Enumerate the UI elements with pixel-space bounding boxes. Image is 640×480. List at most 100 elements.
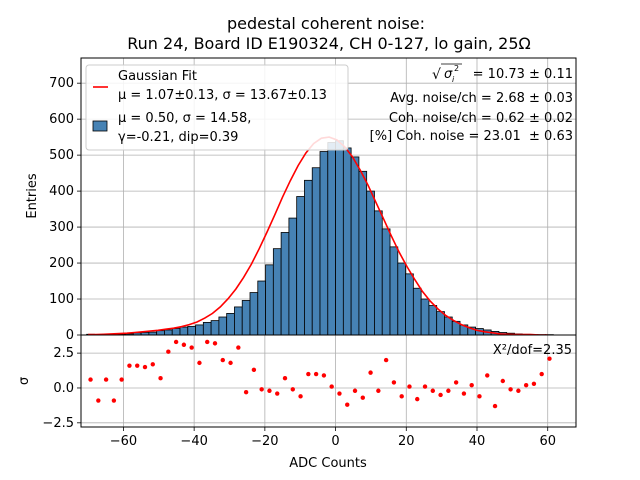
- residual-point: [306, 371, 311, 377]
- histogram-bar: [171, 328, 181, 336]
- residual-point: [407, 384, 412, 389]
- histogram-bar: [436, 311, 445, 336]
- residual-point: [485, 373, 490, 378]
- residual-point: [539, 371, 544, 377]
- legend: Gaussian Fit μ = 1.07±0.13, σ = 13.67±0.…: [85, 64, 349, 151]
- histogram-bar: [304, 179, 313, 336]
- histogram-bar: [280, 232, 290, 336]
- histogram-bar: [412, 287, 422, 336]
- histogram-bar: [374, 210, 383, 336]
- residual-point: [360, 395, 365, 400]
- legend-fit-label: Gaussian Fit: [118, 69, 197, 84]
- residual-point: [461, 391, 467, 396]
- residual-point: [88, 377, 93, 382]
- residual-point: [142, 364, 148, 370]
- histogram-y-tick-label: 200: [49, 256, 74, 271]
- residual-point: [103, 377, 109, 382]
- histogram-y-tick-label: 700: [49, 76, 74, 91]
- residual-frame: [80, 334, 577, 428]
- residual-plot-area: [81, 335, 576, 427]
- sigma-superscript: 2: [454, 64, 459, 73]
- histogram-bar: [335, 140, 344, 336]
- histogram-bar: [319, 151, 329, 336]
- residual-point: [453, 380, 459, 385]
- residual-point: [275, 391, 280, 396]
- residual-grid: [81, 335, 576, 427]
- histogram-bar: [381, 228, 391, 336]
- residual-point: [430, 388, 436, 393]
- histogram-bar: [405, 273, 414, 336]
- residual-point: [197, 360, 202, 366]
- residual-point: [150, 362, 155, 367]
- legend-box: [85, 64, 349, 151]
- histogram-y-tick-label: 500: [49, 148, 74, 163]
- sigma-symbol: σ: [444, 67, 453, 82]
- histogram-bar: [311, 167, 321, 336]
- residual-point: [181, 342, 187, 347]
- sigma-sum-value: = 10.73 ± 0.11: [469, 67, 573, 82]
- residual-point: [383, 357, 389, 363]
- residual-point: [158, 376, 163, 381]
- histogram-bar: [397, 262, 406, 336]
- residual-point: [516, 388, 521, 393]
- legend-histogram-shape: γ=-0.21, dip=0.39: [118, 130, 238, 145]
- residual-point: [415, 396, 420, 402]
- residual-point: [469, 382, 474, 388]
- histogram-y-tick-label: 100: [49, 292, 74, 307]
- histogram-bar: [350, 156, 360, 336]
- noise-annotations: √ σ i 2 = 10.73 ± 0.11 Avg. noise/ch = 2…: [370, 63, 573, 144]
- histogram-panel: 0 100 200 300 400 500 600 700 Entries Gaussian …: [25, 57, 577, 343]
- residual-x-tick-label: 60: [539, 434, 556, 449]
- residual-x-tick-label: −60: [110, 434, 137, 449]
- residual-point: [399, 394, 404, 399]
- residual-x-tick-label: −40: [180, 434, 207, 449]
- residual-point: [438, 392, 443, 398]
- residual-point: [205, 339, 210, 345]
- residual-point: [477, 394, 482, 399]
- histogram-bar: [234, 306, 243, 336]
- residual-y-tick-label: 2.5: [53, 346, 74, 361]
- residual-point: [111, 398, 117, 403]
- histogram-bar: [179, 326, 189, 336]
- residual-x-tick-label: −20: [251, 434, 278, 449]
- annotation-sigma-sum: √ σ i 2 = 10.73 ± 0.11: [432, 63, 573, 84]
- avg-noise-per-channel: Avg. noise/ch = 2.68 ± 0.03: [390, 91, 573, 106]
- histogram-bar: [164, 329, 173, 336]
- residual-point: [547, 356, 552, 361]
- coherent-noise-per-channel: Coh. noise/ch = 0.62 ± 0.02: [389, 111, 573, 126]
- residual-point: [422, 384, 428, 389]
- histogram-bar: [257, 280, 266, 336]
- histogram-bar: [420, 298, 430, 336]
- x-axis-label-adc-counts: ADC Counts: [289, 456, 367, 471]
- residual-point: [251, 367, 257, 373]
- histogram-bar: [210, 320, 220, 336]
- residual-points: [88, 339, 552, 409]
- residual-point: [352, 388, 358, 393]
- residual-point: [212, 341, 218, 346]
- histogram-bar: [156, 330, 165, 336]
- residual-point: [492, 403, 498, 409]
- residual-point: [531, 381, 537, 386]
- residual-point: [368, 370, 373, 375]
- histogram-bar: [342, 147, 352, 336]
- residual-panel: −2.50.02.5 −60 −40 −20 0 20 40 60 X²/dof=2.35 …: [17, 334, 577, 471]
- residual-y-tick-label: −2.5: [42, 416, 74, 431]
- residual-x-tick-label: 20: [398, 434, 415, 449]
- residual-point: [391, 380, 397, 385]
- residual-point: [282, 376, 288, 381]
- residual-point: [173, 339, 179, 345]
- chi2-annotation: X²/dof=2.35: [493, 343, 572, 358]
- residual-point: [337, 391, 342, 396]
- residual-point: [236, 345, 241, 350]
- residual-point: [345, 402, 350, 407]
- residual-point: [523, 382, 529, 388]
- sqrt-symbol: √: [432, 67, 441, 83]
- histogram-bar: [272, 248, 282, 336]
- residual-point: [321, 373, 327, 378]
- residual-point: [243, 389, 249, 395]
- residual-point: [259, 387, 264, 392]
- residual-point: [166, 349, 171, 354]
- residual-point: [500, 378, 506, 384]
- histogram-bar: [202, 322, 212, 336]
- histogram-y-tick-label: 400: [49, 184, 74, 199]
